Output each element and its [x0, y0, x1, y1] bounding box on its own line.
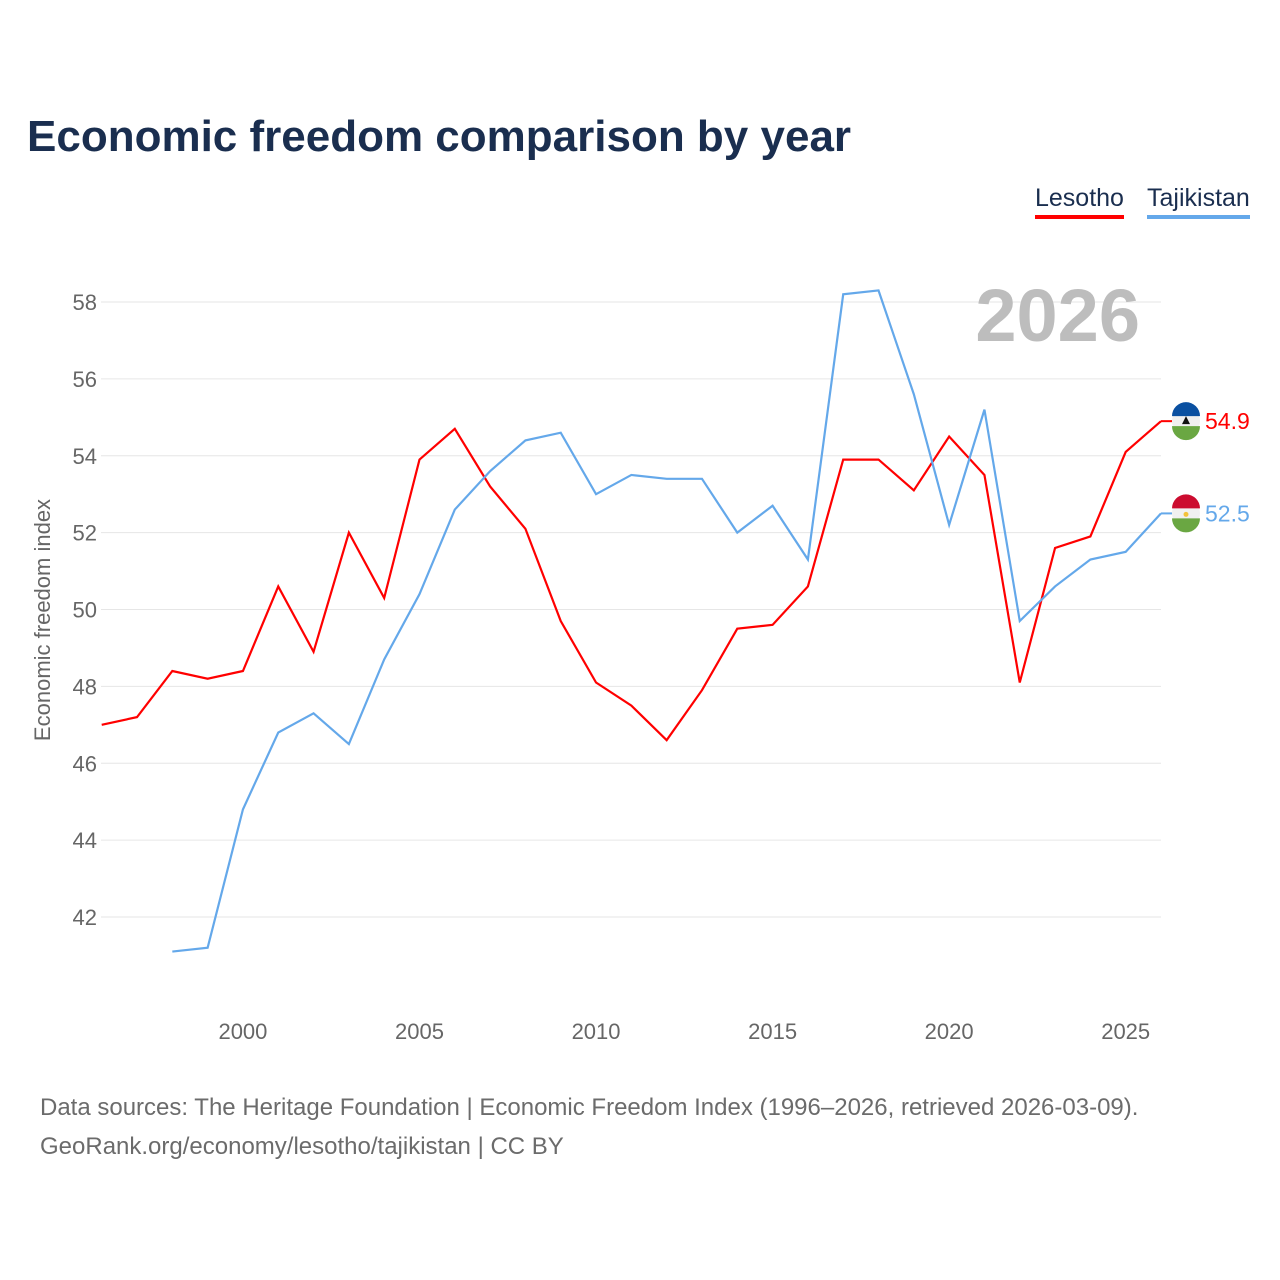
x-tick-label: 2000: [218, 1019, 267, 1044]
y-tick-label: 50: [73, 598, 97, 623]
source-note: Data sources: The Heritage Foundation | …: [40, 1088, 1138, 1166]
source-line-2[interactable]: GeoRank.org/economy/lesotho/tajikistan |…: [40, 1133, 564, 1160]
y-tick-label: 56: [73, 367, 97, 392]
x-tick-label: 2005: [395, 1019, 444, 1044]
x-tick-label: 2010: [572, 1019, 621, 1044]
year-watermark: 2026: [975, 274, 1140, 357]
flag-top-band: [1172, 494, 1200, 509]
y-tick-label: 52: [73, 521, 97, 546]
legend-lesotho[interactable]: Lesotho: [1035, 184, 1124, 219]
flag-emblem: [1182, 416, 1190, 425]
legend-tajikistan[interactable]: Tajikistan: [1147, 184, 1250, 219]
end-value-label: 52.5: [1205, 500, 1250, 526]
y-tick-label: 48: [73, 674, 97, 699]
y-tick-label: 44: [73, 828, 97, 853]
series-line-tajikistan: [172, 289, 1162, 953]
chart-title: Economic freedom comparison by year: [27, 112, 852, 161]
y-tick-label: 42: [73, 905, 97, 930]
source-line-1: Data sources: The Heritage Foundation | …: [40, 1094, 1139, 1121]
y-tick-label: 58: [73, 290, 97, 315]
x-tick-label: 2025: [1101, 1019, 1150, 1044]
y-tick-label: 54: [73, 444, 97, 469]
series-line-lesotho: [101, 420, 1162, 742]
y-axis-label: Economic freedom index: [30, 499, 55, 741]
flag-emblem: [1183, 511, 1189, 517]
y-tick-label: 46: [73, 751, 97, 776]
flag-top-band: [1172, 402, 1200, 417]
end-value-label: 54.9: [1205, 408, 1250, 434]
x-tick-label: 2015: [748, 1019, 797, 1044]
flag-bottom-band: [1172, 518, 1200, 533]
x-tick-label: 2020: [925, 1019, 974, 1044]
flag-bottom-band: [1172, 426, 1200, 441]
